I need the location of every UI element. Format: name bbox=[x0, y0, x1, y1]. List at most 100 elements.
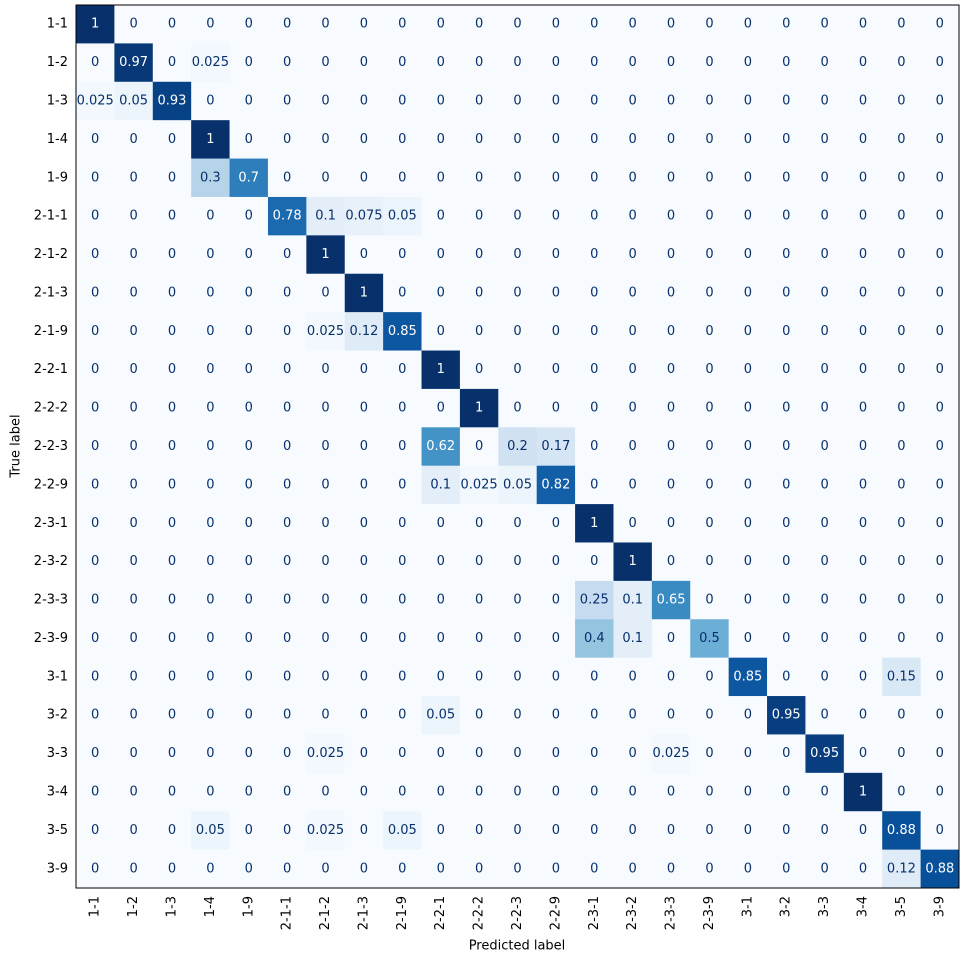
cell bbox=[690, 5, 730, 44]
cell bbox=[882, 696, 922, 735]
cell bbox=[383, 427, 423, 467]
cell-label: 0 bbox=[705, 554, 713, 569]
cell bbox=[229, 734, 269, 774]
cell bbox=[575, 811, 614, 851]
cell-label: 0 bbox=[513, 55, 521, 70]
cell bbox=[651, 465, 691, 505]
cell-label: 0 bbox=[475, 362, 483, 377]
cell bbox=[805, 312, 845, 352]
cell bbox=[76, 81, 115, 121]
cell bbox=[152, 235, 192, 275]
cell bbox=[421, 465, 461, 505]
y-tick-label: 2-2-2 bbox=[34, 401, 68, 416]
cell-label: 0 bbox=[667, 247, 675, 262]
cell-label: 0 bbox=[129, 669, 137, 684]
cell bbox=[114, 81, 154, 121]
cell-label: 0 bbox=[744, 554, 752, 569]
cell-label: 0 bbox=[667, 861, 675, 876]
y-tick-label: 2-2-1 bbox=[34, 362, 68, 377]
cell bbox=[920, 196, 960, 236]
cell bbox=[498, 388, 538, 428]
x-tick-label: 1-9 bbox=[241, 896, 256, 917]
cell-label: 0.78 bbox=[273, 209, 302, 224]
cell bbox=[920, 312, 960, 352]
cell bbox=[843, 542, 883, 582]
cell-label: 0 bbox=[629, 708, 637, 723]
cell bbox=[728, 427, 768, 467]
cell bbox=[920, 542, 960, 582]
cell bbox=[843, 696, 883, 735]
cell-label: 0 bbox=[705, 669, 713, 684]
cell-label: 0 bbox=[744, 362, 752, 377]
cell-label: 0.05 bbox=[388, 823, 417, 838]
cell-label: 0 bbox=[705, 55, 713, 70]
cell bbox=[651, 849, 691, 889]
y-tick-label: 2-1-2 bbox=[34, 247, 68, 262]
cell-label: 0 bbox=[667, 708, 675, 723]
cell-label: 0 bbox=[168, 247, 176, 262]
cell bbox=[920, 427, 960, 467]
cell-label: 0 bbox=[398, 55, 406, 70]
cell-label: 0 bbox=[705, 516, 713, 531]
cell bbox=[152, 81, 192, 121]
cell bbox=[690, 542, 730, 582]
cell-label: 0 bbox=[744, 631, 752, 646]
cell-label: 0 bbox=[744, 861, 752, 876]
cell bbox=[421, 120, 461, 160]
cell bbox=[498, 427, 538, 467]
y-tick-label: 2-3-9 bbox=[34, 631, 68, 646]
cell bbox=[690, 772, 730, 812]
cell bbox=[191, 619, 231, 659]
cell-label: 0 bbox=[437, 861, 445, 876]
cell-label: 0 bbox=[782, 362, 790, 377]
cell-label: 0 bbox=[936, 516, 944, 531]
cell-label: 0 bbox=[667, 93, 675, 108]
cell bbox=[114, 696, 154, 735]
cell-label: 0 bbox=[782, 439, 790, 454]
cell-label: 0 bbox=[283, 631, 291, 646]
cell-label: 0 bbox=[129, 132, 137, 147]
cell bbox=[267, 120, 307, 160]
cell bbox=[114, 312, 154, 352]
cell bbox=[152, 312, 192, 352]
cell bbox=[613, 235, 653, 275]
cell-label: 0 bbox=[705, 593, 713, 608]
cell bbox=[805, 81, 845, 121]
cell bbox=[459, 81, 499, 121]
cell-label: 0 bbox=[552, 746, 560, 761]
x-tick-label: 2-1-1 bbox=[280, 896, 295, 930]
cell-label: 0 bbox=[398, 132, 406, 147]
cell bbox=[882, 196, 922, 236]
cell-label: 0 bbox=[91, 708, 99, 723]
cell-label: 0 bbox=[206, 477, 214, 492]
y-tick-label: 3-5 bbox=[47, 823, 68, 838]
cell bbox=[498, 734, 538, 774]
cell-label: 0 bbox=[744, 17, 752, 32]
cell-label: 0 bbox=[744, 708, 752, 723]
cell bbox=[767, 542, 806, 582]
cell bbox=[383, 734, 423, 774]
y-tick-label: 3-1 bbox=[47, 669, 68, 684]
cell bbox=[344, 542, 384, 582]
cell bbox=[76, 5, 115, 44]
cell bbox=[805, 43, 845, 83]
cell bbox=[114, 580, 154, 620]
cell-label: 0 bbox=[513, 516, 521, 531]
cell bbox=[613, 696, 653, 735]
cell-label: 0 bbox=[936, 17, 944, 32]
cell-label: 0 bbox=[91, 861, 99, 876]
cell bbox=[421, 849, 461, 889]
cell-label: 0 bbox=[475, 669, 483, 684]
cell-label: 0.82 bbox=[541, 477, 570, 492]
cell-label: 0 bbox=[129, 477, 137, 492]
cell bbox=[651, 427, 691, 467]
cell-label: 0 bbox=[897, 132, 905, 147]
cell bbox=[229, 312, 269, 352]
cell bbox=[383, 350, 423, 390]
cell-label: 0 bbox=[475, 55, 483, 70]
cell bbox=[575, 772, 614, 812]
cell bbox=[728, 43, 768, 83]
cell-label: 0.2 bbox=[507, 439, 528, 454]
cell bbox=[306, 427, 346, 467]
